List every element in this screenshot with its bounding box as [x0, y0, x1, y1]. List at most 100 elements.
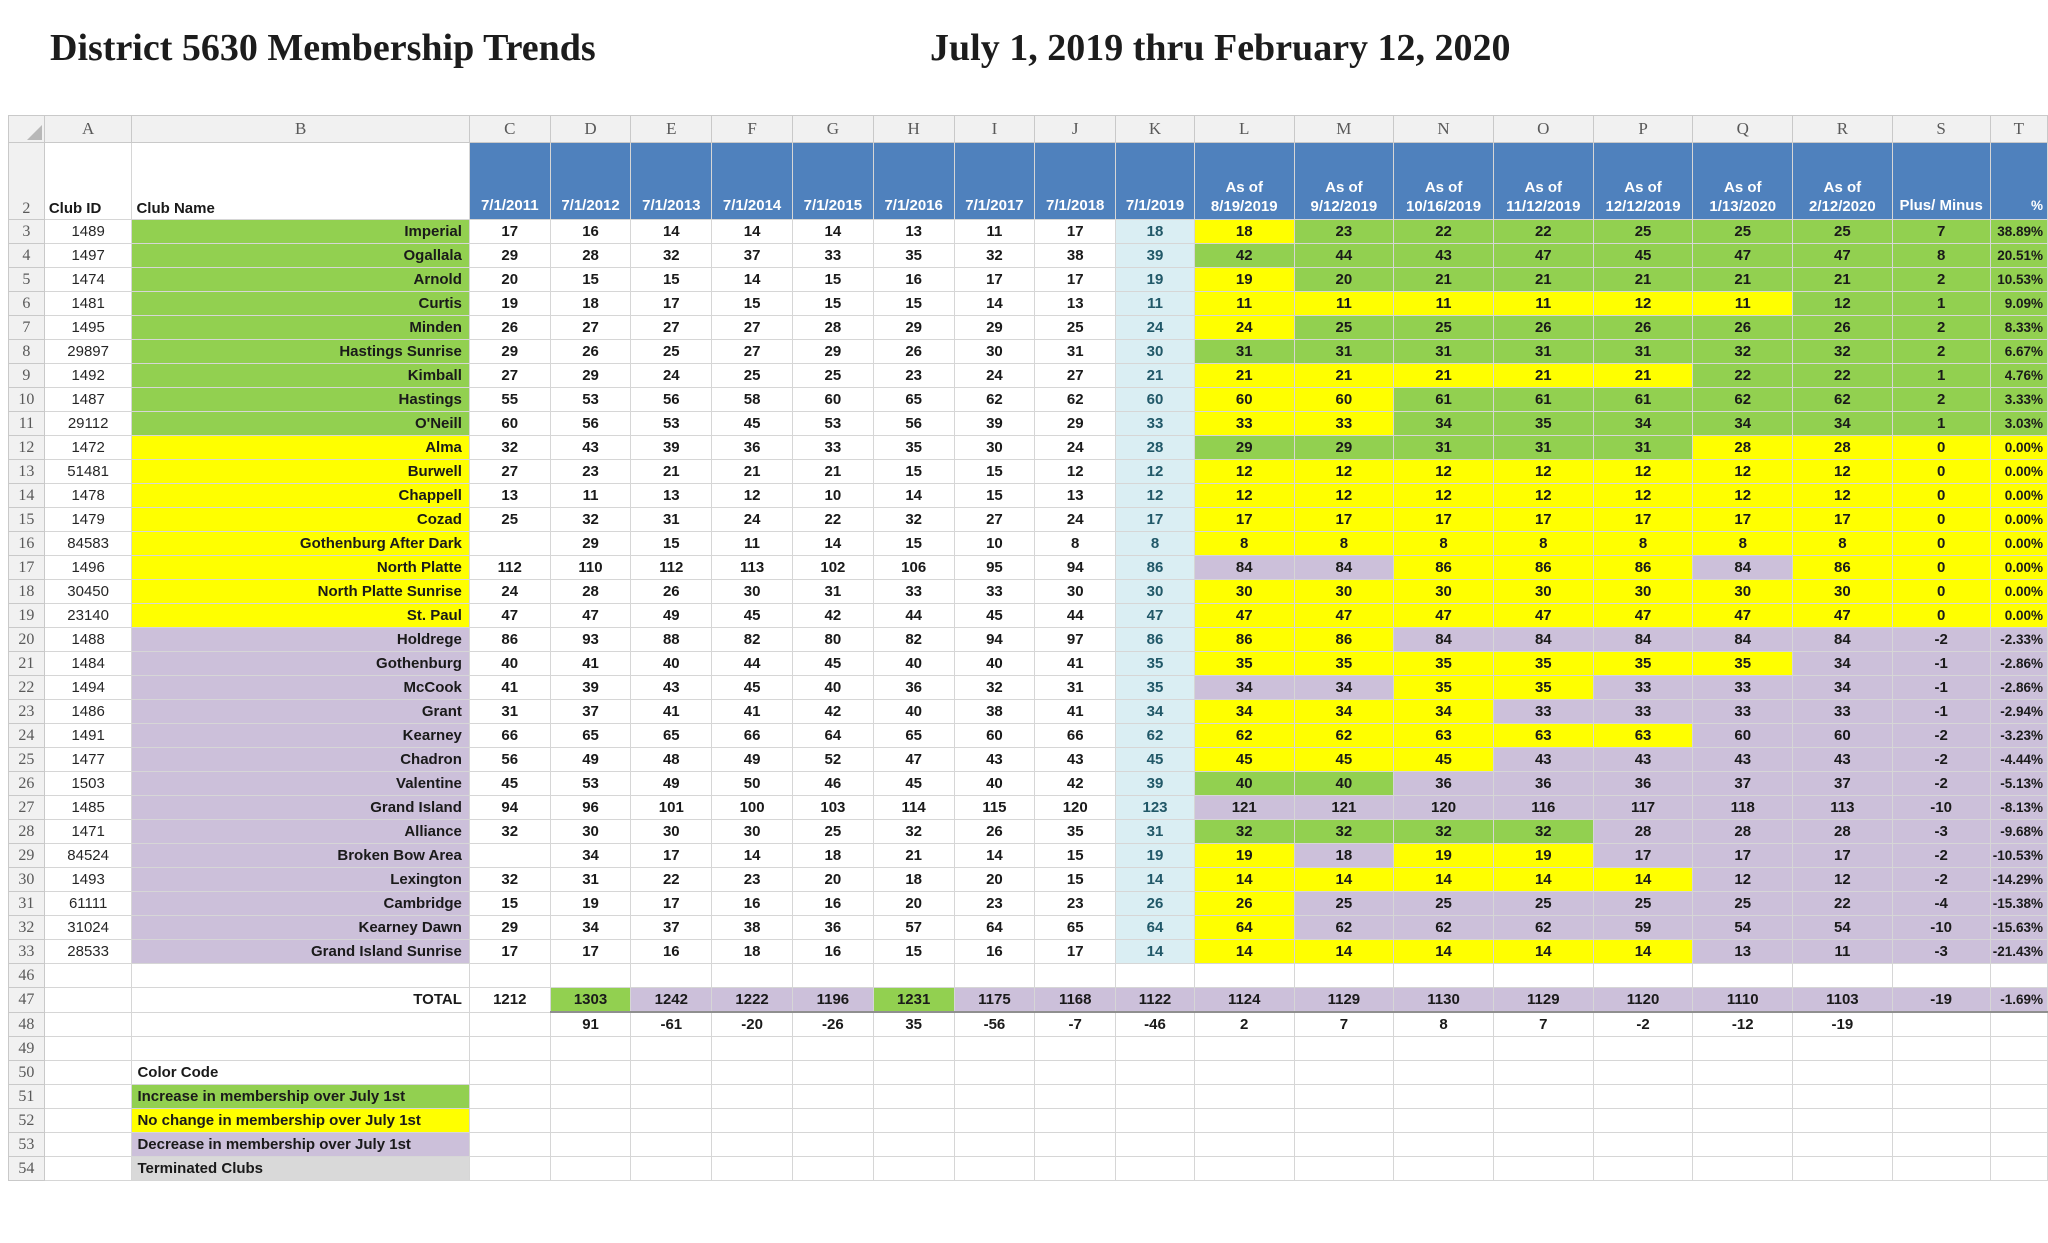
cell-N48[interactable]: 8	[1393, 1011, 1494, 1037]
cell-R2[interactable]: As of 2/12/2020	[1792, 142, 1893, 220]
cell-R26[interactable]: 37	[1792, 771, 1893, 796]
cell-C6[interactable]: 19	[468, 291, 551, 316]
cell-L27[interactable]: 121	[1193, 795, 1295, 820]
cell-C8[interactable]: 29	[468, 339, 551, 364]
row-header-16[interactable]: 16	[8, 531, 45, 556]
cell-N2[interactable]: As of 10/16/2019	[1393, 142, 1494, 220]
cell-F20[interactable]: 82	[711, 627, 793, 652]
cell-A14[interactable]: 1478	[43, 483, 133, 508]
cell-A15[interactable]: 1479	[43, 507, 133, 532]
cell-H3[interactable]: 13	[872, 219, 955, 244]
cell-A29[interactable]: 84524	[43, 843, 133, 868]
cell-E7[interactable]: 27	[630, 315, 713, 340]
cell-C30[interactable]: 32	[468, 867, 551, 892]
cell-I10[interactable]: 62	[953, 387, 1036, 412]
cell-A32[interactable]: 31024	[43, 915, 133, 940]
cell-T7[interactable]: 8.33%	[1989, 315, 2048, 340]
cell-F19[interactable]: 45	[711, 603, 793, 628]
cell-M11[interactable]: 33	[1293, 411, 1395, 436]
cell-G14[interactable]: 10	[791, 483, 874, 508]
cell-Q30[interactable]: 12	[1692, 867, 1794, 892]
cell-I16[interactable]: 10	[953, 531, 1036, 556]
cell-E33[interactable]: 16	[630, 939, 713, 964]
cell-I11[interactable]: 39	[953, 411, 1036, 436]
cell-H46[interactable]	[872, 963, 955, 988]
cell-O46[interactable]	[1492, 963, 1594, 988]
cell-N10[interactable]: 61	[1393, 387, 1494, 412]
cell-M20[interactable]: 86	[1293, 627, 1395, 652]
cell-H24[interactable]: 65	[872, 723, 955, 748]
cell-K46[interactable]	[1115, 963, 1195, 988]
cell-R25[interactable]: 43	[1792, 747, 1893, 772]
row-header-24[interactable]: 24	[8, 723, 45, 748]
row-header-51[interactable]: 51	[8, 1084, 45, 1109]
cell-L13[interactable]: 12	[1193, 459, 1295, 484]
cell-R33[interactable]: 11	[1792, 939, 1893, 964]
column-header-S[interactable]: S	[1891, 115, 1991, 143]
cell-A30[interactable]: 1493	[43, 867, 133, 892]
cell-T28[interactable]: -9.68%	[1989, 819, 2048, 844]
cell-E50[interactable]	[630, 1060, 713, 1085]
cell-M47[interactable]: 1129	[1293, 987, 1395, 1013]
cell-N18[interactable]: 30	[1393, 579, 1494, 604]
cell-G49[interactable]	[791, 1036, 874, 1061]
column-header-P[interactable]: P	[1592, 115, 1694, 143]
cell-M18[interactable]: 30	[1293, 579, 1395, 604]
cell-M50[interactable]	[1293, 1060, 1395, 1085]
cell-M30[interactable]: 14	[1293, 867, 1395, 892]
cell-L50[interactable]	[1193, 1060, 1295, 1085]
cell-N4[interactable]: 43	[1393, 243, 1494, 268]
cell-J14[interactable]: 13	[1034, 483, 1117, 508]
cell-D22[interactable]: 39	[549, 675, 632, 700]
cell-G24[interactable]: 64	[791, 723, 874, 748]
cell-F16[interactable]: 11	[711, 531, 793, 556]
cell-C50[interactable]	[468, 1060, 551, 1085]
cell-A9[interactable]: 1492	[43, 363, 133, 388]
cell-Q31[interactable]: 25	[1692, 891, 1794, 916]
cell-K32[interactable]: 64	[1115, 915, 1195, 940]
legend-item[interactable]: Terminated Clubs	[131, 1156, 470, 1181]
legend-item[interactable]: Decrease in membership over July 1st	[131, 1132, 470, 1157]
cell-N50[interactable]	[1393, 1060, 1494, 1085]
cell-G31[interactable]: 16	[791, 891, 874, 916]
cell-E16[interactable]: 15	[630, 531, 713, 556]
cell-T17[interactable]: 0.00%	[1989, 555, 2048, 580]
row-header-17[interactable]: 17	[8, 555, 45, 580]
column-header-D[interactable]: D	[549, 115, 632, 143]
cell-G10[interactable]: 60	[791, 387, 874, 412]
cell-S30[interactable]: -2	[1891, 867, 1991, 892]
cell-B15[interactable]: Cozad	[131, 507, 470, 532]
cell-I15[interactable]: 27	[953, 507, 1036, 532]
row-header-19[interactable]: 19	[8, 603, 45, 628]
cell-A11[interactable]: 29112	[43, 411, 133, 436]
cell-G27[interactable]: 103	[791, 795, 874, 820]
cell-H11[interactable]: 56	[872, 411, 955, 436]
cell-L9[interactable]: 21	[1193, 363, 1295, 388]
cell-O24[interactable]: 63	[1492, 723, 1594, 748]
cell-S12[interactable]: 0	[1891, 435, 1991, 460]
cell-G47[interactable]: 1196	[791, 987, 874, 1013]
cell-G4[interactable]: 33	[791, 243, 874, 268]
cell-L11[interactable]: 33	[1193, 411, 1295, 436]
row-header-11[interactable]: 11	[8, 411, 45, 436]
cell-R18[interactable]: 30	[1792, 579, 1893, 604]
row-header-3[interactable]: 3	[8, 219, 45, 244]
cell-Q51[interactable]	[1692, 1084, 1794, 1109]
cell-N27[interactable]: 120	[1393, 795, 1494, 820]
cell-Q6[interactable]: 11	[1692, 291, 1794, 316]
cell-E12[interactable]: 39	[630, 435, 713, 460]
cell-I49[interactable]	[953, 1036, 1036, 1061]
cell-C12[interactable]: 32	[468, 435, 551, 460]
cell-F7[interactable]: 27	[711, 315, 793, 340]
column-header-H[interactable]: H	[872, 115, 955, 143]
cell-M12[interactable]: 29	[1293, 435, 1395, 460]
cell-T33[interactable]: -21.43%	[1989, 939, 2048, 964]
cell-N25[interactable]: 45	[1393, 747, 1494, 772]
cell-B49[interactable]	[131, 1036, 470, 1061]
cell-G5[interactable]: 15	[791, 267, 874, 292]
cell-F9[interactable]: 25	[711, 363, 793, 388]
cell-K11[interactable]: 33	[1115, 411, 1195, 436]
cell-F12[interactable]: 36	[711, 435, 793, 460]
cell-Q46[interactable]	[1692, 963, 1794, 988]
cell-I3[interactable]: 11	[953, 219, 1036, 244]
